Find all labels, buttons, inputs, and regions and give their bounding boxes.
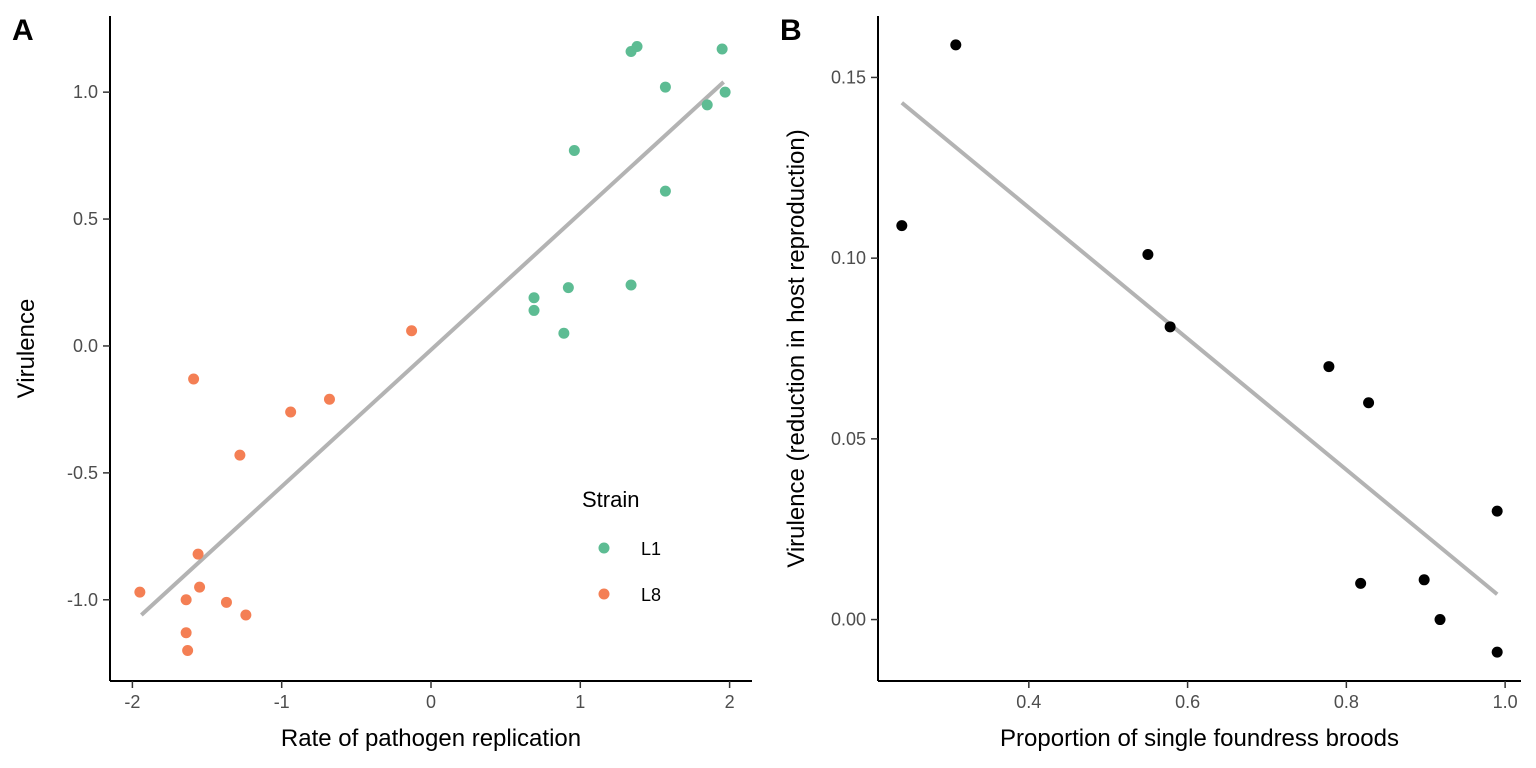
y-tick-label: 0.0 <box>73 336 98 356</box>
panel-label: B <box>780 14 802 47</box>
data-point-l1 <box>659 185 671 197</box>
data-point-l8 <box>180 594 192 606</box>
x-tick-label: 1 <box>575 692 585 712</box>
y-tick-label: -1.0 <box>67 590 98 610</box>
data-point-series-0 <box>1323 361 1335 373</box>
data-point-series-0 <box>1142 249 1154 261</box>
data-point-series-0 <box>1418 574 1430 586</box>
x-tick-label: 0.6 <box>1175 692 1200 712</box>
data-point-l1 <box>562 282 574 294</box>
data-point-l1 <box>719 86 731 98</box>
data-point-l8 <box>180 627 192 639</box>
x-tick-label: 0.8 <box>1334 692 1359 712</box>
y-axis-title: Virulence <box>13 299 40 399</box>
data-point-l8 <box>234 449 246 461</box>
y-tick-label: 0.10 <box>831 248 866 268</box>
regression-line <box>900 101 1499 596</box>
data-point-l1 <box>528 304 540 316</box>
data-point-l1 <box>716 43 728 55</box>
data-point-l8 <box>240 609 252 621</box>
data-point-series-0 <box>1363 397 1375 409</box>
data-point-l1 <box>701 99 713 111</box>
data-point-l8 <box>192 548 204 560</box>
x-tick-label: -2 <box>124 692 140 712</box>
x-axis-title: Proportion of single foundress broods <box>1000 725 1399 752</box>
data-point-series-0 <box>950 39 962 51</box>
legend: Strain L1 L8 <box>582 487 661 605</box>
chart-panel-a: -2 -1 0 1 2 -1.0 -0.5 0.0 0.5 1.0 Rate of pathogen… <box>12 14 752 752</box>
data-point-l1 <box>558 327 570 339</box>
y-tick-label: 0.15 <box>831 67 866 87</box>
data-point-l1 <box>631 40 643 52</box>
y-tick-label: 0.5 <box>73 209 98 229</box>
chart-panel-b: 0.4 0.6 0.8 1.0 0.00 0.05 0.10 0.15 Proportion o… <box>780 14 1521 752</box>
data-point-l1 <box>625 279 637 291</box>
regression-line <box>140 80 725 617</box>
x-axis-title: Rate of pathogen replication <box>281 725 581 752</box>
data-point-series-0 <box>1491 646 1503 658</box>
x-tick-label: -1 <box>274 692 290 712</box>
y-tick-label: 0.05 <box>831 429 866 449</box>
y-tick-label: 0.00 <box>831 610 866 630</box>
x-tick-label: 0 <box>426 692 436 712</box>
data-point-l1 <box>568 145 580 157</box>
data-point-series-0 <box>1491 505 1503 517</box>
panel-label: A <box>12 14 34 47</box>
x-tick-label: 0.4 <box>1016 692 1041 712</box>
legend-key-l8 <box>598 588 610 600</box>
y-tick-label: 1.0 <box>73 82 98 102</box>
legend-key-l1 <box>598 542 610 554</box>
data-point-series-0 <box>1355 577 1367 589</box>
legend-title: Strain <box>582 487 639 512</box>
data-point-l8 <box>323 393 335 405</box>
x-tick-label: 1.0 <box>1493 692 1518 712</box>
x-tick-label: 2 <box>725 692 735 712</box>
data-point-l1 <box>659 81 671 93</box>
data-point-l8 <box>285 406 297 418</box>
legend-label-l8: L8 <box>641 585 661 605</box>
data-point-l1 <box>528 292 540 304</box>
data-point-l8 <box>220 596 232 608</box>
data-point-l8 <box>406 325 418 337</box>
data-point-l8 <box>182 645 194 657</box>
y-tick-label: -0.5 <box>67 463 98 483</box>
data-point-l8 <box>194 581 206 593</box>
y-axis-title: Virulence (reduction in host reproductio… <box>783 129 810 567</box>
data-point-series-0 <box>896 220 908 232</box>
data-point-l8 <box>134 586 146 598</box>
legend-label-l1: L1 <box>641 539 661 559</box>
data-point-l8 <box>188 373 200 385</box>
data-point-series-0 <box>1434 614 1446 626</box>
data-point-series-0 <box>1164 321 1176 333</box>
